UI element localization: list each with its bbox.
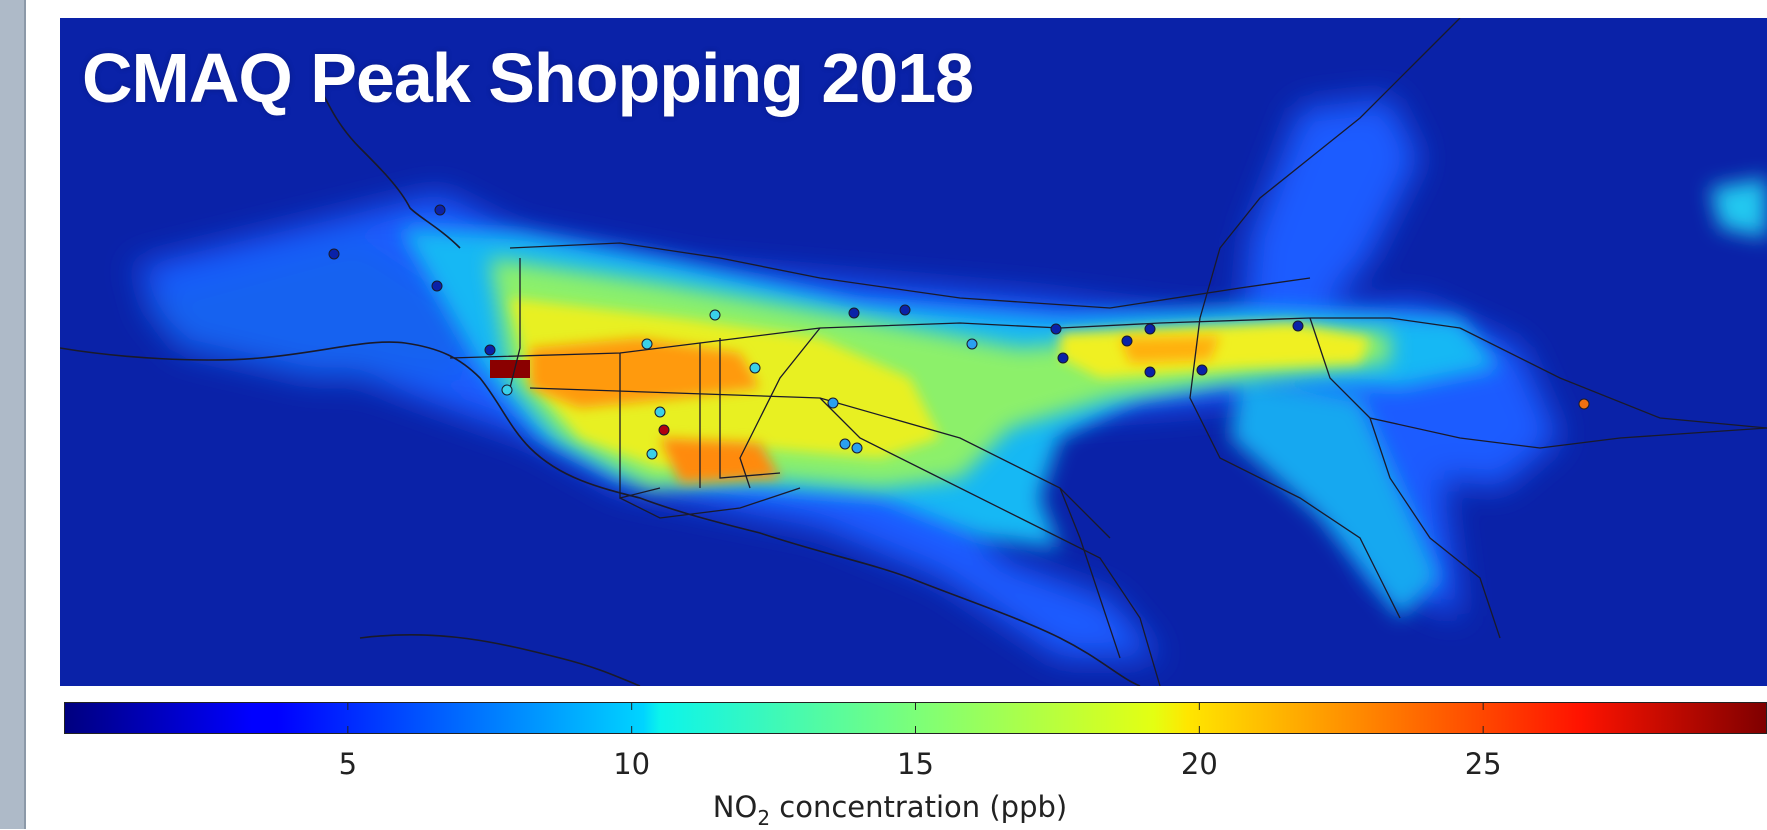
monitoring-site: [484, 344, 496, 356]
monitoring-site: [1578, 398, 1590, 410]
colorbar-tick-label: 15: [897, 747, 934, 781]
monitoring-site: [641, 338, 653, 350]
monitoring-site: [431, 280, 443, 292]
left-sidebar-edge: [24, 0, 26, 829]
field-level-mid-southeast: [1230, 378, 1440, 618]
monitoring-site: [1292, 320, 1304, 332]
colorbar-tick-label: 20: [1180, 747, 1218, 781]
field-level-mid-east-edge: [1710, 178, 1767, 238]
monitoring-site: [709, 309, 721, 321]
field-level-high-corridor: [1060, 323, 1370, 378]
map-panel: CMAQ Peak Shopping 2018: [60, 18, 1767, 686]
left-sidebar-strip: [0, 0, 26, 829]
colorbar-gradient: [64, 702, 1767, 734]
monitoring-site: [839, 438, 851, 450]
coastline: [60, 87, 1141, 686]
monitoring-site: [749, 362, 761, 374]
monitoring-site: [1144, 366, 1156, 378]
monitoring-site: [966, 338, 978, 350]
colorbar-label: NO2 concentration (ppb): [712, 790, 1068, 830]
monitoring-site: [1144, 323, 1156, 335]
monitoring-site: [899, 304, 911, 316]
monitoring-sites: [328, 204, 1590, 460]
monitoring-site: [654, 406, 666, 418]
monitoring-site: [851, 442, 863, 454]
concentration-field: [60, 18, 1767, 686]
monitoring-site: [827, 397, 839, 409]
monitoring-site: [646, 448, 658, 460]
monitoring-site: [328, 248, 340, 260]
colorbar: [64, 702, 1767, 734]
monitoring-site: [501, 384, 513, 396]
monitoring-site: [1196, 364, 1208, 376]
colorbar-ticks: [347, 703, 1484, 733]
colorbar-tick-label: 10: [613, 747, 651, 781]
field-hotspot: [490, 360, 530, 378]
monitoring-site: [1121, 335, 1133, 347]
monitoring-site: [848, 307, 860, 319]
colorbar-tick-label: 25: [1464, 747, 1502, 781]
field-level-low-west: [140, 238, 480, 378]
monitoring-site: [434, 204, 446, 216]
field-level-low-east: [1240, 98, 1460, 618]
map-title: CMAQ Peak Shopping 2018: [82, 39, 974, 117]
monitoring-site: [658, 424, 670, 436]
field-level-peak-corridor: [1120, 336, 1220, 363]
monitoring-site: [1050, 323, 1062, 335]
highway-network: [449, 18, 1767, 686]
colorbar-tick-label: 5: [338, 747, 358, 781]
monitoring-site: [1057, 352, 1069, 364]
no2-concentration-map: [60, 18, 1767, 686]
